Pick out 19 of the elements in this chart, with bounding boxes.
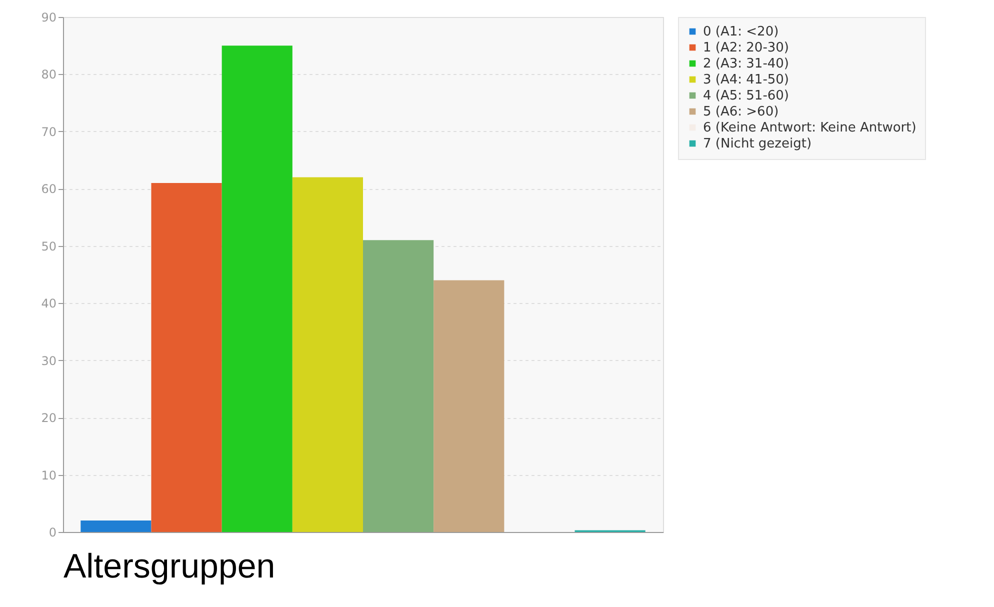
y-tick-label: 40 xyxy=(41,296,56,311)
y-tick-label: 0 xyxy=(48,526,56,540)
legend-label: 0 (A1: <20) xyxy=(703,24,779,40)
legend-label: 2 (A3: 31-40) xyxy=(703,56,789,72)
legend-label: 7 (Nicht gezeigt) xyxy=(703,136,812,152)
y-tick-label: 70 xyxy=(41,124,56,139)
y-tick-label: 80 xyxy=(41,68,56,82)
y-tick-label: 30 xyxy=(41,354,56,368)
legend-label: 5 (A6: >60) xyxy=(703,104,779,120)
x-axis-title: Altersgruppen xyxy=(64,548,276,586)
legend-label: 3 (A4: 41-50) xyxy=(703,72,789,88)
y-tick-label: 60 xyxy=(41,182,56,196)
y-tick-label: 50 xyxy=(41,239,56,254)
legend-label: 6 (Keine Antwort: Keine Antwort) xyxy=(703,120,916,136)
y-tick-label: 10 xyxy=(41,468,56,482)
y-tick-label: 90 xyxy=(41,10,56,24)
y-tick-label: 20 xyxy=(41,411,56,426)
legend-label: 1 (A2: 20-30) xyxy=(703,40,789,56)
legend-label: 4 (A5: 51-60) xyxy=(703,88,789,104)
